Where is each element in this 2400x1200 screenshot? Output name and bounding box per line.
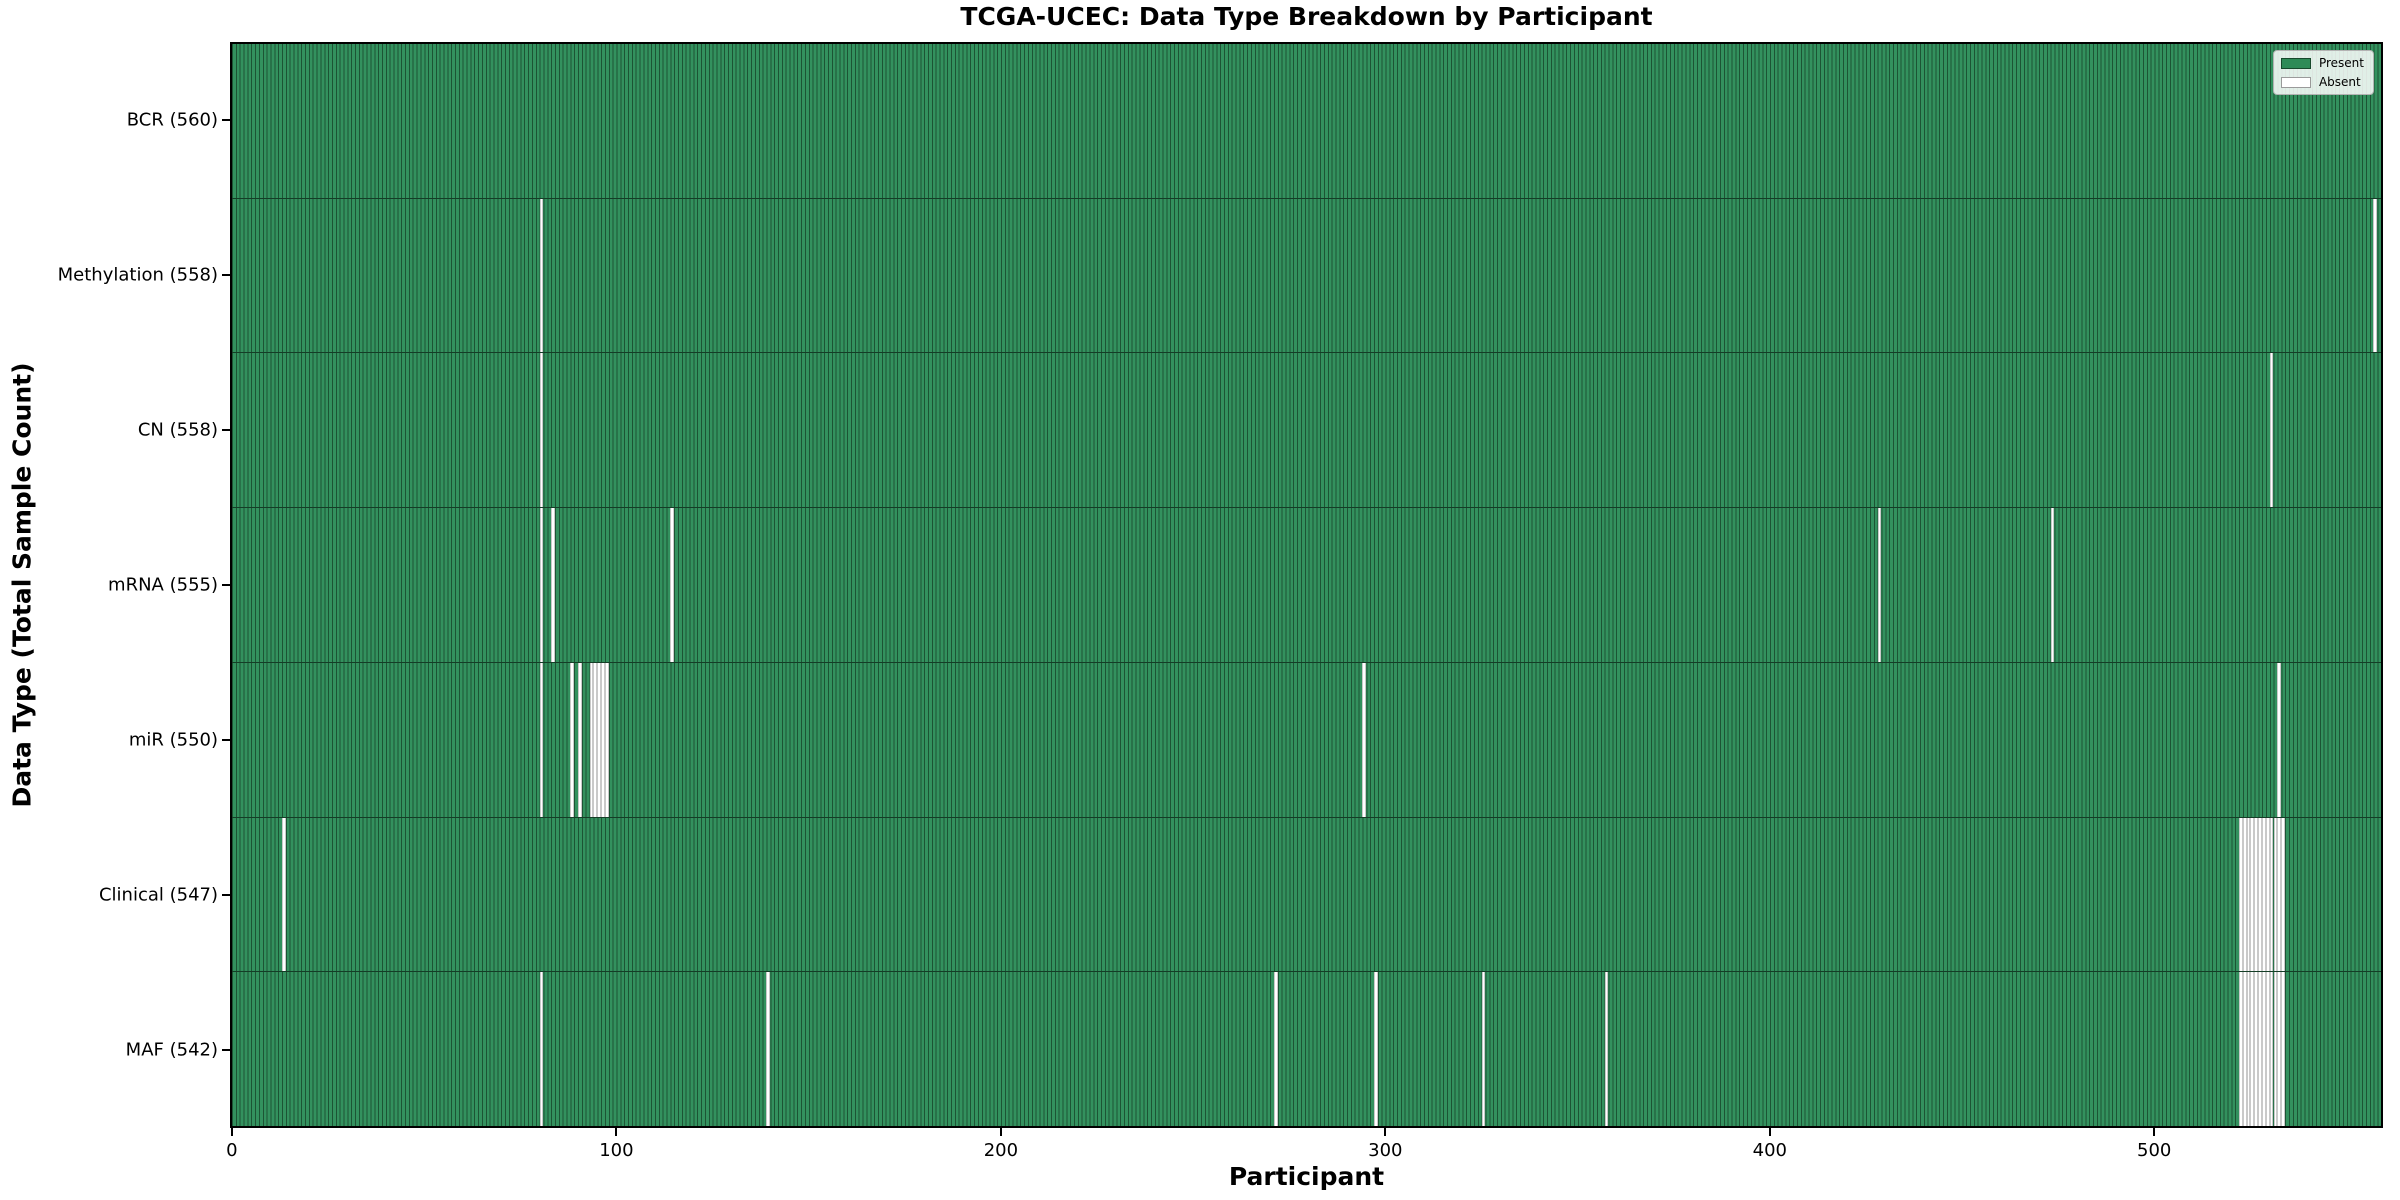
x-axis-label: Participant <box>1228 1162 1385 1191</box>
datatype-row-mRNA <box>232 507 2381 662</box>
y-tick-label: miR (550) <box>128 729 218 751</box>
absent-bar <box>1362 662 1367 817</box>
absent-bar <box>1373 972 1378 1127</box>
absent-bar <box>2273 817 2278 972</box>
y-tick-label: MAF (542) <box>125 1039 218 1061</box>
datatype-row-miR <box>232 661 2381 817</box>
absent-bar <box>2254 972 2259 1127</box>
x-tick-label: 200 <box>983 1140 1019 1161</box>
absent-bar <box>2269 972 2274 1127</box>
absent-bar <box>539 508 544 662</box>
absent-bar <box>2265 817 2270 972</box>
y-tick-label: BCR (560) <box>126 109 218 131</box>
legend-entry-absent: Absent <box>2280 75 2364 89</box>
absent-bar <box>766 972 771 1127</box>
absent-bar <box>2269 817 2274 972</box>
absent-bar <box>2277 972 2282 1127</box>
absent-bar <box>281 817 286 972</box>
y-tick-mark <box>222 739 230 742</box>
y-tick-mark <box>222 894 230 897</box>
absent-bar <box>1273 972 1278 1127</box>
datatype-row-MAF <box>232 971 2381 1127</box>
absent-bar <box>2050 508 2055 662</box>
y-tick-mark <box>222 273 230 276</box>
plot-area: Present Absent <box>230 42 2383 1128</box>
legend-swatch-absent <box>2280 76 2311 88</box>
x-tick-mark <box>1384 1128 1387 1136</box>
x-tick-mark <box>2153 1128 2156 1136</box>
y-tick-label: Methylation (558) <box>57 264 218 286</box>
absent-bar <box>2265 972 2270 1127</box>
absent-bar <box>1604 972 1609 1127</box>
absent-bar <box>589 662 594 817</box>
absent-bar <box>2261 817 2266 972</box>
absent-bar <box>1481 972 1486 1127</box>
legend-label-absent: Absent <box>2318 75 2361 89</box>
absent-bar <box>539 972 544 1127</box>
x-tick-mark <box>999 1128 1002 1136</box>
legend-label-present: Present <box>2318 56 2364 70</box>
y-tick-mark <box>222 584 230 586</box>
absent-bar <box>2242 972 2247 1127</box>
absent-bar <box>2246 817 2251 972</box>
absent-bar <box>570 662 575 817</box>
absent-bar <box>2273 972 2278 1127</box>
absent-bar <box>2254 817 2259 972</box>
absent-bar <box>604 662 609 817</box>
absent-bar <box>2269 353 2274 508</box>
x-tick-label: 400 <box>1752 1140 1787 1161</box>
datatype-row-BCR <box>232 44 2381 198</box>
absent-bar <box>670 508 675 662</box>
x-tick-mark <box>1768 1128 1771 1136</box>
x-tick-label: 100 <box>599 1140 634 1161</box>
absent-bar <box>2238 817 2243 972</box>
absent-bar <box>2238 972 2243 1127</box>
absent-bar <box>2250 972 2255 1127</box>
absent-bar <box>2246 972 2251 1127</box>
absent-bar <box>2277 817 2282 972</box>
datatype-row-Clinical <box>232 816 2381 972</box>
absent-bar <box>1877 508 1882 662</box>
y-tick-label: Clinical (547) <box>98 884 218 906</box>
y-tick-label: mRNA (555) <box>108 574 218 596</box>
absent-bar <box>597 662 602 817</box>
y-tick-mark <box>222 428 230 431</box>
x-tick-label: 0 <box>226 1140 238 1161</box>
datatype-row-Methylation <box>232 197 2381 353</box>
absent-bar <box>2277 662 2282 817</box>
absent-bar <box>2242 817 2247 972</box>
legend-entry-present: Present <box>2280 56 2364 70</box>
absent-bar <box>539 353 544 508</box>
absent-bar <box>2261 972 2266 1127</box>
x-tick-label: 300 <box>1368 1140 1403 1161</box>
absent-bar <box>539 198 544 353</box>
absent-bar <box>2373 198 2378 353</box>
x-tick-mark <box>615 1128 618 1136</box>
absent-bar <box>578 662 582 817</box>
absent-bar <box>2258 817 2262 972</box>
absent-bar <box>2250 817 2255 972</box>
y-tick-label: CN (558) <box>137 419 218 441</box>
y-tick-mark <box>222 118 230 121</box>
absent-bar <box>539 662 544 817</box>
absent-bar <box>593 662 598 817</box>
absent-bar <box>2281 972 2286 1127</box>
y-tick-mark <box>222 1049 230 1052</box>
chart-title: TCGA-UCEC: Data Type Breakdown by Partic… <box>960 2 1653 31</box>
absent-bar <box>551 508 555 662</box>
absent-bar <box>601 662 605 817</box>
absent-bar <box>2258 972 2262 1127</box>
absent-bar <box>2281 817 2286 972</box>
x-tick-label: 500 <box>2137 1140 2172 1161</box>
x-tick-mark <box>230 1128 233 1136</box>
datatype-row-CN <box>232 352 2381 508</box>
legend-swatch-present <box>2280 57 2311 69</box>
legend: Present Absent <box>2272 50 2374 95</box>
